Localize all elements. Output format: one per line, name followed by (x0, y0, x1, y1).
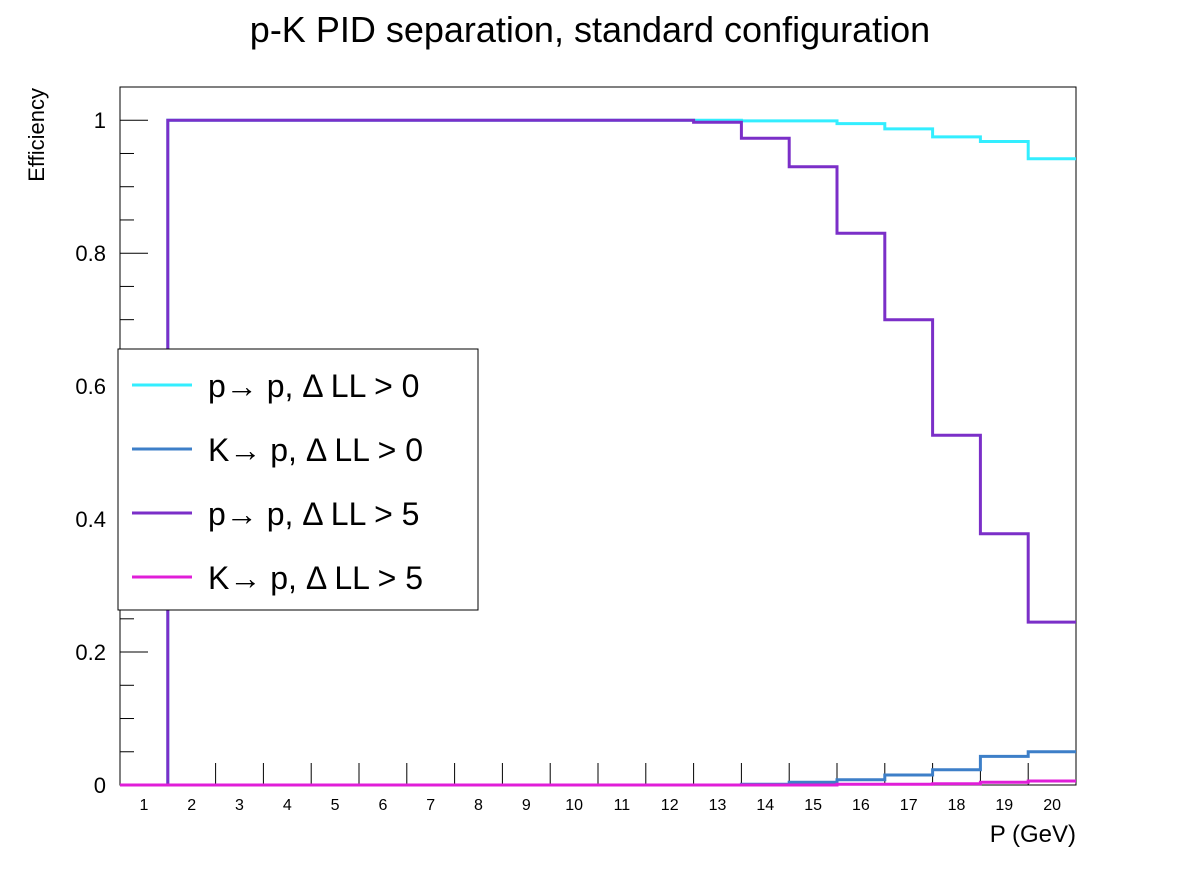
y-tick-label: 0.4 (75, 507, 106, 532)
x-tick-label: 15 (804, 797, 822, 814)
x-tick-label: 10 (565, 797, 583, 814)
x-tick-label: 2 (187, 797, 196, 814)
x-tick-label: 6 (378, 797, 387, 814)
x-tick-label: 16 (852, 797, 870, 814)
x-tick-label: 18 (948, 797, 966, 814)
x-tick-label: 17 (900, 797, 918, 814)
y-tick-label: 0.2 (75, 640, 106, 665)
x-tick-label: 8 (474, 797, 483, 814)
x-tick-label: 3 (235, 797, 244, 814)
x-tick-label: 5 (331, 797, 340, 814)
legend-label: K→ p, Δ LL > 5 (208, 560, 423, 596)
chart-title: p-K PID separation, standard configurati… (250, 9, 930, 50)
y-axis-label: Efficiency (24, 88, 49, 182)
y-tick-label: 0 (94, 773, 106, 798)
x-tick-label: 7 (426, 797, 435, 814)
legend-label: p→ p, Δ LL > 0 (208, 368, 419, 404)
series-3-line (120, 118, 1076, 787)
x-tick-label: 20 (1043, 797, 1061, 814)
legend-label: K→ p, Δ LL > 0 (208, 432, 423, 468)
series-4-line (120, 779, 1076, 787)
x-axis-label: P (GeV) (990, 821, 1076, 848)
x-tick-label: 9 (522, 797, 531, 814)
x-tick-label: 12 (661, 797, 679, 814)
x-tick-label: 14 (756, 797, 774, 814)
x-tick-label: 11 (614, 797, 631, 814)
y-tick-label: 0.8 (75, 241, 106, 266)
x-tick-label: 19 (995, 797, 1013, 814)
x-tick-label: 4 (283, 797, 292, 814)
x-tick-label: 13 (709, 797, 727, 814)
legend-label: p→ p, Δ LL > 5 (208, 496, 419, 532)
y-tick-label: 0.6 (75, 374, 106, 399)
x-tick-label: 1 (139, 797, 148, 814)
y-tick-label: 1 (94, 108, 106, 133)
legend-box (117, 348, 479, 611)
